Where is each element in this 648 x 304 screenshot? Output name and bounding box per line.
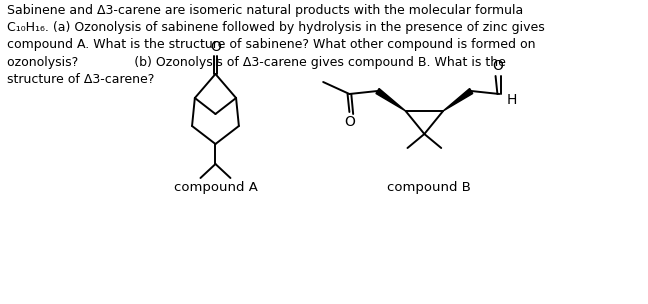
Text: O: O	[344, 115, 355, 129]
Text: compound B: compound B	[387, 181, 471, 194]
Polygon shape	[376, 88, 406, 111]
Text: O: O	[210, 40, 221, 54]
Polygon shape	[443, 88, 473, 111]
Text: H: H	[507, 93, 517, 107]
Text: Sabinene and Δ3-carene are isomeric natural products with the molecular formula
: Sabinene and Δ3-carene are isomeric natu…	[6, 4, 544, 86]
Text: compound A: compound A	[174, 181, 257, 194]
Text: O: O	[492, 59, 503, 73]
